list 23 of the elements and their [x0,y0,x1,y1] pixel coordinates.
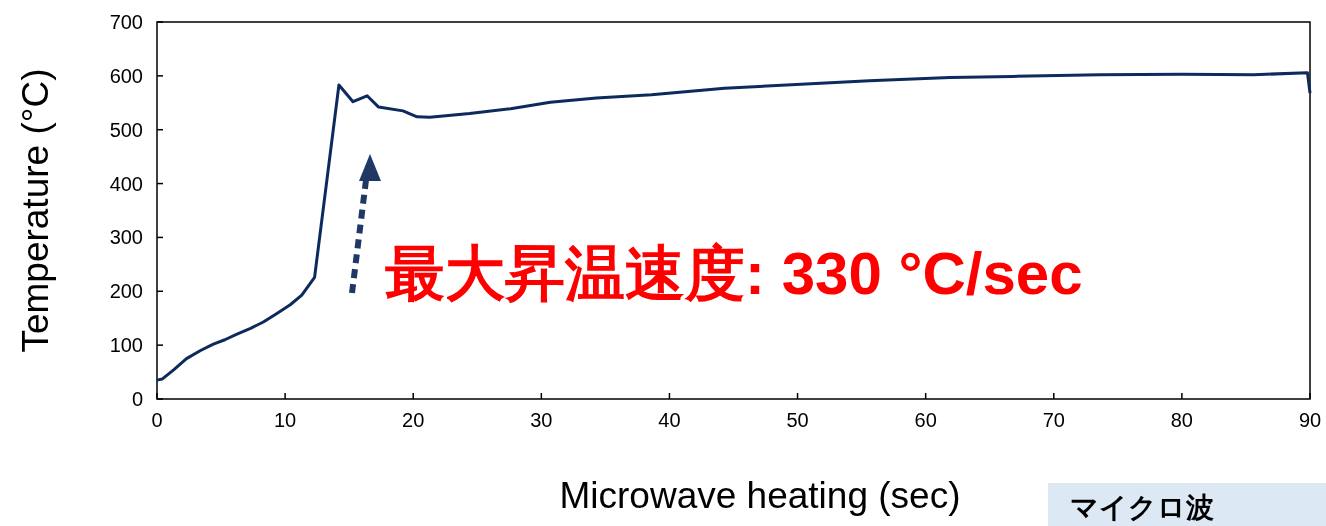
y-tick-label: 100 [109,334,143,357]
y-tick-label: 300 [109,226,143,249]
x-tick-label: 90 [1298,409,1322,431]
y-tick-label: 500 [109,118,143,141]
line-series [155,71,1312,382]
y-tick-label: 600 [109,64,143,87]
x-tick-label: 40 [658,409,681,431]
x-axis-title: Microwave heating (sec) [559,475,961,516]
annotation: 最大昇温速度: 330 °C/sec [385,240,1083,307]
x-tick-label: 20 [402,409,425,431]
y-tick-label: 200 [109,280,143,303]
x-tick-label: 0 [151,409,163,431]
x-tick-label: 80 [1170,409,1194,431]
y-tick-label: 400 [109,172,143,195]
text: マイクロ波 [1070,492,1214,523]
x-tick-label: 50 [786,409,809,431]
y-tick-label: 700 [109,11,143,33]
x-tick-label: 60 [914,409,937,431]
y-tick-label: 0 [131,388,143,410]
x-tick-label: 70 [1042,409,1065,431]
y-axis-title: Temperature (°C) [15,68,56,353]
x-tick-label: 10 [273,409,297,431]
x-tick-label: 30 [530,409,553,431]
